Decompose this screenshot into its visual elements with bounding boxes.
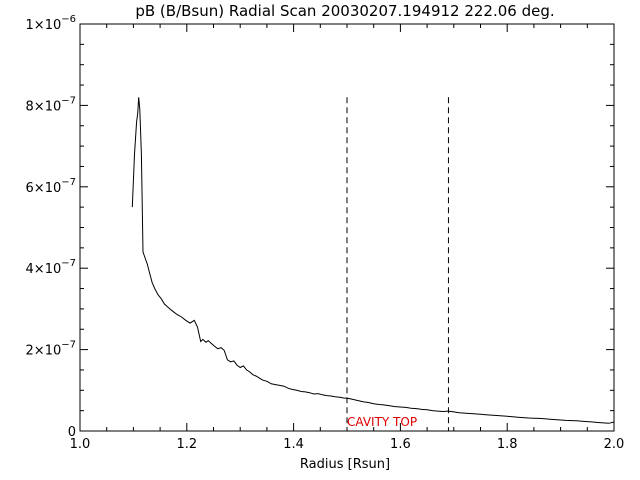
data-series	[131, 97, 615, 424]
x-tick-label: 1.8	[497, 437, 518, 452]
annotations: CAVITY TOP	[347, 415, 417, 429]
x-tick-label: 1.4	[283, 437, 304, 452]
y-tick-label: 8×10−7	[26, 95, 76, 114]
annotation-label: CAVITY TOP	[347, 415, 417, 429]
x-tick-label: 1.2	[176, 437, 197, 452]
x-tick-label: 2.0	[604, 437, 625, 452]
y-tick-label: 2×10−7	[26, 340, 76, 359]
y-tick-label: 6×10−7	[26, 177, 76, 196]
x-tick-label: 1.6	[390, 437, 411, 452]
vertical-markers	[346, 97, 449, 431]
axis-ticks: 1.0 1.2 1.4 1.6 1.8 2.0 0 2×10−7 4×10−7 6×10−7 8×1…	[26, 14, 625, 452]
chart-title: pB (B/Bsun) Radial Scan 20030207.194912 …	[135, 2, 554, 20]
y-tick-label: 0	[68, 425, 76, 440]
x-axis-label: Radius [Rsun]	[300, 457, 390, 472]
series-line	[131, 97, 615, 424]
y-tick-label: 4×10−7	[26, 258, 76, 277]
y-tick-label: 1×10−6	[26, 14, 76, 33]
x-tick-label: 1.0	[70, 437, 91, 452]
